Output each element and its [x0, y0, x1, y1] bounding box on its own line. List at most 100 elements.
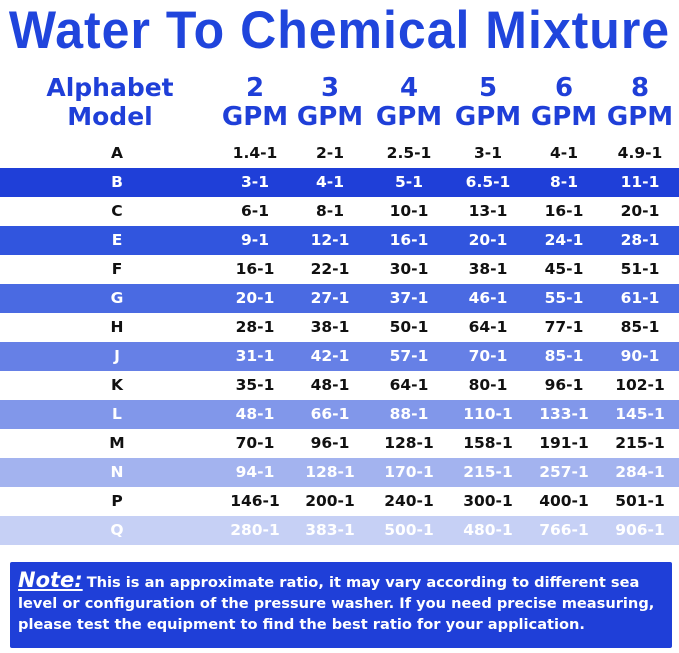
- ratio-cell: 70-1: [468, 347, 508, 365]
- ratio-cell: 6.5-1: [465, 173, 511, 191]
- table-row: P 146-1 200-1 240-1 300-1 400-1 501-1: [0, 487, 679, 516]
- ratio-cell: 77-1: [544, 318, 584, 336]
- ratio-cell: 146-1: [230, 492, 280, 510]
- ratio-cell: 31-1: [235, 347, 275, 365]
- model-cell: F: [111, 260, 123, 278]
- ratio-cell: 16-1: [544, 202, 584, 220]
- ratio-cell: 3-1: [240, 173, 269, 191]
- ratio-cell: 9-1: [240, 231, 269, 249]
- table-row: K 35-1 48-1 64-1 80-1 96-1 102-1: [0, 371, 679, 400]
- ratio-cell: 48-1: [235, 405, 275, 423]
- ratio-cell: 500-1: [384, 521, 434, 539]
- gpm-header-unit: GPM: [375, 102, 443, 132]
- model-cell: L: [112, 405, 122, 423]
- ratio-cell: 102-1: [615, 376, 665, 394]
- note-box: Note: This is an approximate ratio, it ma…: [10, 562, 672, 648]
- gpm-column-header: 8 GPM: [596, 74, 679, 134]
- model-cell: Q: [110, 521, 124, 539]
- table-row: G 20-1 27-1 37-1 46-1 55-1 61-1: [0, 284, 679, 313]
- gpm-header-number: 6: [554, 73, 574, 103]
- ratio-cell: 5-1: [394, 173, 423, 191]
- ratio-cell: 51-1: [620, 260, 660, 278]
- ratio-cell: 85-1: [620, 318, 660, 336]
- gpm-header-unit: GPM: [296, 102, 364, 132]
- ratio-cell: 215-1: [463, 463, 513, 481]
- ratio-cell: 66-1: [310, 405, 350, 423]
- table-row: B 3-1 4-1 5-1 6.5-1 8-1 11-1: [0, 168, 679, 197]
- ratio-cell: 37-1: [389, 289, 429, 307]
- ratio-cell: 215-1: [615, 434, 665, 452]
- model-cell: A: [111, 144, 123, 162]
- gpm-header-number: 2: [245, 73, 265, 103]
- table-row: Q 280-1 383-1 500-1 480-1 766-1 906-1: [0, 516, 679, 545]
- ratio-cell: 6-1: [240, 202, 269, 220]
- model-cell: M: [109, 434, 125, 452]
- table-row: F 16-1 22-1 30-1 38-1 45-1 51-1: [0, 255, 679, 284]
- ratio-cell: 8-1: [315, 202, 344, 220]
- ratio-cell: 110-1: [463, 405, 513, 423]
- ratio-cell: 30-1: [389, 260, 429, 278]
- ratio-cell: 4.9-1: [617, 144, 663, 162]
- ratio-cell: 16-1: [235, 260, 275, 278]
- ratio-cell: 88-1: [389, 405, 429, 423]
- ratio-cell: 28-1: [620, 231, 660, 249]
- ratio-cell: 2-1: [315, 144, 344, 162]
- ratio-cell: 11-1: [620, 173, 660, 191]
- page-title: Water To Chemical Mixture: [8, 0, 671, 60]
- model-header-line2: Model: [67, 102, 153, 131]
- table-row: L 48-1 66-1 88-1 110-1 133-1 145-1: [0, 400, 679, 429]
- model-column-header: Alphabet Model: [30, 74, 190, 134]
- model-cell: E: [111, 231, 123, 249]
- model-cell: J: [114, 347, 120, 365]
- ratio-cell: 191-1: [539, 434, 589, 452]
- model-cell: G: [110, 289, 124, 307]
- ratio-cell: 45-1: [544, 260, 584, 278]
- ratio-cell: 57-1: [389, 347, 429, 365]
- note-label: Note:: [18, 568, 83, 592]
- model-cell: C: [111, 202, 123, 220]
- ratio-cell: 38-1: [468, 260, 508, 278]
- ratio-cell: 50-1: [389, 318, 429, 336]
- ratio-cell: 128-1: [384, 434, 434, 452]
- gpm-column-header: 2 GPM: [211, 74, 299, 134]
- ratio-cell: 64-1: [389, 376, 429, 394]
- ratio-cell: 38-1: [310, 318, 350, 336]
- note-body: This is an approximate ratio, it may var…: [18, 574, 655, 633]
- ratio-cell: 257-1: [539, 463, 589, 481]
- ratio-cell: 8-1: [549, 173, 578, 191]
- ratio-table: A 1.4-1 2-1 2.5-1 3-1 4-1 4.9-1 B 3-1 4-1 5-1 6.5-1…: [0, 139, 679, 545]
- gpm-header-number: 4: [399, 73, 419, 103]
- ratio-cell: 64-1: [468, 318, 508, 336]
- ratio-cell: 280-1: [230, 521, 280, 539]
- gpm-header-number: 3: [320, 73, 340, 103]
- ratio-cell: 35-1: [235, 376, 275, 394]
- gpm-header-unit: GPM: [221, 102, 289, 132]
- ratio-cell: 906-1: [615, 521, 665, 539]
- ratio-cell: 766-1: [539, 521, 589, 539]
- ratio-cell: 170-1: [384, 463, 434, 481]
- gpm-header-number: 5: [478, 73, 498, 103]
- ratio-cell: 27-1: [310, 289, 350, 307]
- ratio-cell: 20-1: [235, 289, 275, 307]
- ratio-cell: 28-1: [235, 318, 275, 336]
- model-cell: H: [110, 318, 124, 336]
- model-cell: P: [111, 492, 123, 510]
- ratio-cell: 42-1: [310, 347, 350, 365]
- gpm-header-number: 8: [630, 73, 650, 103]
- ratio-cell: 10-1: [389, 202, 429, 220]
- ratio-cell: 24-1: [544, 231, 584, 249]
- ratio-cell: 20-1: [620, 202, 660, 220]
- model-header-line1: Alphabet: [46, 73, 174, 102]
- table-row: C 6-1 8-1 10-1 13-1 16-1 20-1: [0, 197, 679, 226]
- ratio-cell: 383-1: [305, 521, 355, 539]
- ratio-cell: 22-1: [310, 260, 350, 278]
- ratio-cell: 200-1: [305, 492, 355, 510]
- table-row: M 70-1 96-1 128-1 158-1 191-1 215-1: [0, 429, 679, 458]
- ratio-cell: 90-1: [620, 347, 660, 365]
- model-cell: K: [110, 376, 123, 394]
- ratio-cell: 48-1: [310, 376, 350, 394]
- ratio-cell: 61-1: [620, 289, 660, 307]
- ratio-cell: 501-1: [615, 492, 665, 510]
- ratio-cell: 4-1: [315, 173, 344, 191]
- ratio-cell: 300-1: [463, 492, 513, 510]
